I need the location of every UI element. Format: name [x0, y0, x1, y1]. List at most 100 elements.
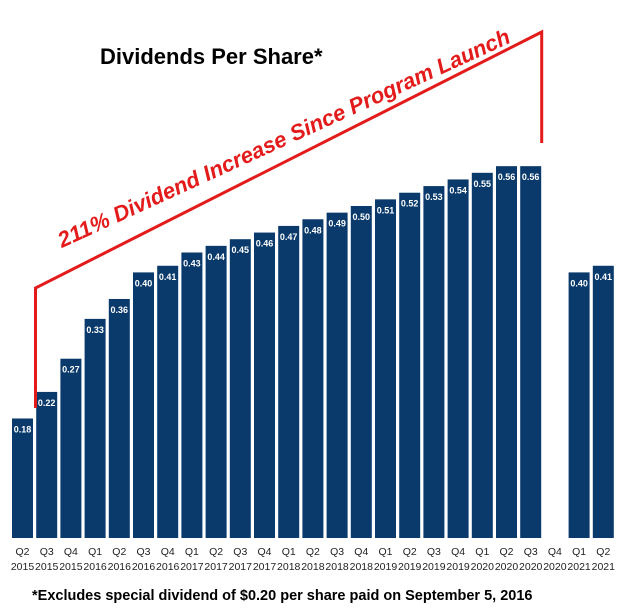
- x-tick-year: 2018: [325, 561, 349, 573]
- footnote: *Excludes special dividend of $0.20 per …: [32, 588, 533, 604]
- bar-Q4-2016: [157, 265, 179, 538]
- value-label: 0.36: [111, 305, 129, 315]
- x-tick-quarter: Q1: [572, 546, 586, 558]
- value-label: 0.49: [328, 219, 346, 229]
- x-tick-year: 2018: [350, 561, 374, 573]
- x-tick-year: 2020: [495, 561, 519, 573]
- value-label: 0.55: [474, 179, 492, 189]
- value-labels-group: 0.18 0.22 0.27 0.33 0.36 0.40 0.41 0.43 0.44 0.45…: [14, 172, 612, 434]
- x-tick-quarter: Q2: [403, 546, 417, 558]
- x-tick-year: 2017: [204, 561, 228, 573]
- value-label: 0.51: [377, 205, 395, 215]
- value-label: 0.40: [135, 278, 153, 288]
- bar-Q2-2015: [12, 418, 33, 538]
- x-tick-quarter: Q3: [524, 546, 538, 558]
- bar-Q4-2019: [447, 179, 469, 538]
- x-tick-quarter: Q3: [233, 546, 247, 558]
- bar-Q3-2017: [229, 239, 251, 538]
- x-tick-year: 2020: [471, 561, 495, 573]
- value-label: 0.47: [280, 232, 298, 242]
- x-tick-quarter: Q2: [112, 546, 126, 558]
- x-tick-quarter: Q4: [161, 546, 175, 558]
- bar-Q4-2015: [60, 358, 82, 538]
- x-tick-year: 2021: [592, 561, 616, 573]
- x-tick-year: 2019: [374, 561, 398, 573]
- bar-Q3-2016: [133, 272, 154, 538]
- value-label: 0.53: [425, 192, 443, 202]
- bar-Q2-2017: [205, 245, 227, 538]
- x-tick-year: 2019: [422, 561, 446, 573]
- value-label: 0.41: [595, 272, 613, 282]
- bar-Q1-2020: [471, 172, 493, 539]
- x-axis-labels-group: Q2 2015 Q3 2015 Q4 2015 Q1 2016 Q2 2016 Q3 2016 Q4 20…: [11, 546, 615, 573]
- bar-Q4-2017: [254, 232, 275, 538]
- x-tick-year: 2017: [253, 561, 277, 573]
- increase-annotation: 211% Dividend Increase Since Program Lau…: [53, 24, 514, 253]
- bar-Q1-2017: [181, 252, 203, 539]
- value-label: 0.44: [207, 252, 225, 262]
- bar-Q2-2018: [302, 219, 324, 538]
- bar-Q2-2019: [399, 192, 421, 538]
- x-tick-quarter: Q1: [282, 546, 296, 558]
- value-label: 0.45: [232, 245, 250, 255]
- x-tick-year: 2015: [35, 561, 59, 573]
- x-tick-year: 2017: [180, 561, 204, 573]
- x-tick-quarter: Q1: [185, 546, 199, 558]
- x-tick-quarter: Q2: [209, 546, 223, 558]
- x-tick-quarter: Q3: [330, 546, 344, 558]
- x-tick-year: 2019: [398, 561, 422, 573]
- chart-title: Dividends Per Share*: [100, 44, 323, 69]
- x-tick-year: 2019: [446, 561, 470, 573]
- x-tick-quarter: Q2: [15, 546, 29, 558]
- value-label: 0.48: [304, 225, 322, 235]
- bar-Q2-2021: [592, 265, 614, 538]
- increase-bracket: [34, 29, 544, 408]
- value-label: 0.27: [62, 365, 80, 375]
- x-tick-quarter: Q1: [88, 546, 102, 558]
- x-tick-quarter: Q2: [596, 546, 610, 558]
- x-tick-quarter: Q3: [40, 546, 54, 558]
- x-tick-quarter: Q2: [306, 546, 320, 558]
- x-tick-year: 2016: [156, 561, 180, 573]
- value-label: 0.56: [522, 172, 540, 182]
- x-tick-quarter: Q3: [427, 546, 441, 558]
- x-tick-year: 2016: [83, 561, 107, 573]
- x-tick-quarter: Q4: [548, 546, 562, 558]
- bar-Q2-2016: [108, 298, 130, 538]
- x-tick-quarter: Q3: [136, 546, 150, 558]
- x-tick-year: 2021: [567, 561, 591, 573]
- x-tick-year: 2017: [229, 561, 253, 573]
- bar-Q2-2020: [496, 166, 517, 538]
- bar-Q3-2019: [423, 186, 445, 538]
- value-label: 0.43: [183, 258, 201, 268]
- x-tick-year: 2018: [277, 561, 301, 573]
- value-label: 0.18: [14, 424, 32, 434]
- bar-Q3-2015: [36, 391, 58, 538]
- x-tick-year: 2016: [108, 561, 132, 573]
- x-tick-year: 2015: [59, 561, 83, 573]
- x-tick-quarter: Q2: [499, 546, 513, 558]
- bar-Q1-2016: [84, 318, 106, 538]
- x-tick-quarter: Q1: [475, 546, 489, 558]
- x-tick-year: 2020: [519, 561, 543, 573]
- value-label: 0.46: [256, 239, 274, 249]
- value-label: 0.54: [449, 185, 467, 195]
- x-tick-quarter: Q1: [378, 546, 392, 558]
- bar-Q3-2020: [520, 166, 542, 538]
- bars-group: [12, 166, 614, 539]
- value-label: 0.33: [86, 325, 104, 335]
- bar-Q3-2018: [326, 212, 348, 538]
- x-tick-year: 2015: [11, 561, 35, 573]
- bar-Q1-2021: [568, 272, 590, 538]
- value-label: 0.40: [570, 278, 588, 288]
- value-label: 0.22: [38, 398, 56, 408]
- value-label: 0.50: [353, 212, 371, 222]
- x-tick-year: 2016: [132, 561, 156, 573]
- value-label: 0.41: [159, 272, 177, 282]
- value-label: 0.52: [401, 199, 419, 209]
- value-label: 0.56: [498, 172, 516, 182]
- bar-Q1-2018: [278, 225, 300, 539]
- x-tick-quarter: Q4: [257, 546, 271, 558]
- x-tick-quarter: Q4: [64, 546, 78, 558]
